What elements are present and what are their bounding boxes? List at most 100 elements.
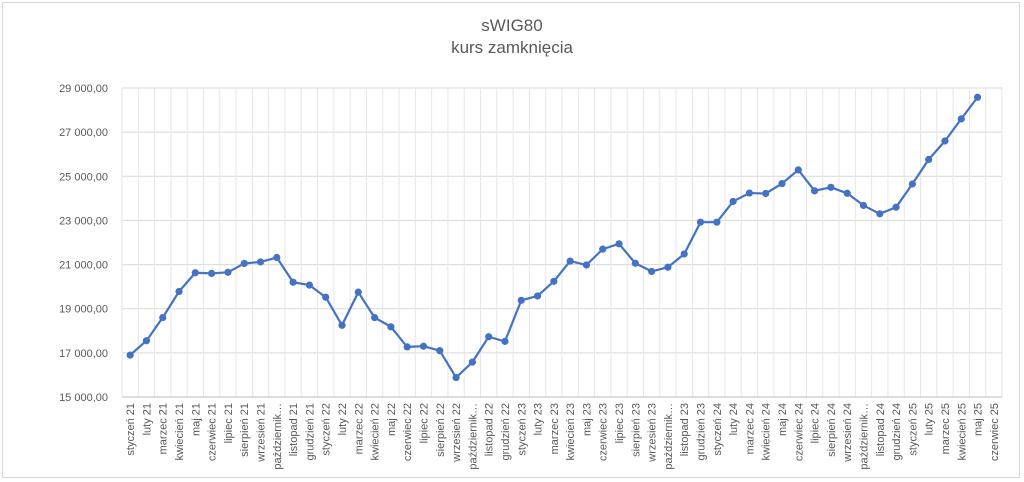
x-tick-label: sierpień 24 [826, 403, 838, 457]
data-point [256, 258, 265, 266]
data-point [322, 293, 330, 301]
x-tick-label: październik… [467, 403, 479, 470]
data-point [550, 277, 558, 285]
series-line [129, 96, 979, 379]
x-tick-label: lipiec 24 [810, 403, 822, 443]
x-tick-label: luty 21 [141, 403, 153, 435]
data-point [729, 197, 737, 206]
y-tick-label: 27 000,00 [59, 127, 108, 139]
x-tick-label: maj 24 [777, 403, 789, 436]
x-tick-label: marzec 22 [353, 403, 365, 454]
data-point [680, 250, 688, 258]
data-point [501, 337, 509, 345]
data-point [354, 288, 362, 296]
y-axis-ticks: 15 000,00 17 000,00 19 000,00 21 000,00 23 0… [59, 83, 108, 404]
x-tick-label: styczeń 24 [712, 403, 724, 456]
x-tick-label: listopad 21 [288, 403, 300, 456]
x-tick-label: czerwiec 25 [989, 403, 1001, 461]
x-tick-label: lipiec 22 [418, 403, 430, 443]
data-point [305, 281, 314, 289]
x-tick-label: listopad 22 [484, 403, 496, 456]
data-point [762, 189, 770, 198]
data-point [664, 263, 672, 271]
x-tick-label: czerwiec 21 [207, 403, 219, 461]
x-tick-label: styczeń 23 [516, 403, 528, 456]
x-tick-label: lipiec 21 [223, 403, 235, 443]
data-point [208, 269, 216, 277]
data-point [485, 333, 493, 341]
chart-title: sWIG80 [481, 16, 543, 35]
data-point [191, 269, 199, 277]
x-axis-ticks: styczeń 21 luty 21 marzec 21 kwiecień 21 maj… [125, 403, 1001, 470]
x-tick-label: kwiecień 25 [956, 403, 968, 460]
data-point [175, 287, 183, 296]
y-tick-label: 23 000,00 [59, 215, 108, 227]
x-tick-label: grudzień 21 [304, 403, 316, 461]
x-tick-label: kwiecień 24 [761, 403, 773, 460]
x-tick-label: grudzień 24 [891, 403, 903, 461]
x-tick-label: marzec 25 [940, 403, 952, 454]
y-tick-label: 15 000,00 [59, 392, 108, 404]
x-tick-label: wrzesień 23 [647, 403, 659, 463]
x-tick-label: kwiecień 22 [370, 403, 382, 460]
data-point [419, 342, 428, 350]
data-point [957, 115, 965, 123]
data-point [159, 313, 167, 322]
x-tick-label: wrzesień 21 [256, 403, 268, 463]
x-tick-label: czerwiec 23 [598, 403, 610, 461]
data-point [126, 351, 134, 359]
chart-subtitle: kurs zamknięcia [451, 38, 573, 57]
x-tick-label: maj 25 [973, 403, 985, 436]
y-tick-label: 19 000,00 [59, 304, 108, 316]
x-tick-label: czerwiec 22 [402, 403, 414, 461]
data-point [566, 257, 574, 265]
x-tick-label: luty 24 [728, 403, 740, 435]
data-point [876, 210, 884, 218]
data-point [778, 179, 786, 188]
x-tick-label: grudzień 23 [696, 403, 708, 461]
x-tick-label: październik… [663, 403, 675, 470]
x-tick-label: wrzesień 22 [451, 403, 463, 463]
x-tick-label: styczeń 21 [125, 403, 137, 456]
x-tick-label: maj 23 [581, 403, 593, 436]
data-point [648, 267, 656, 276]
data-point [533, 292, 542, 300]
data-point [925, 155, 933, 164]
x-tick-label: marzec 24 [744, 403, 756, 454]
data-point [273, 253, 281, 262]
data-point [973, 93, 982, 101]
data-point [370, 313, 379, 322]
data-point [403, 343, 411, 351]
x-tick-label: styczeń 25 [907, 403, 919, 456]
data-point [615, 240, 623, 248]
x-tick-label: grudzień 22 [500, 403, 512, 461]
data-point [696, 218, 705, 226]
x-tick-label: październik… [272, 403, 284, 470]
x-tick-label: marzec 21 [158, 403, 170, 454]
data-point [827, 183, 835, 191]
data-point [599, 245, 607, 253]
data-point [517, 296, 525, 304]
x-tick-label: maj 21 [190, 403, 202, 436]
x-tick-label: luty 22 [337, 403, 349, 435]
gridlines [121, 87, 1003, 397]
x-tick-label: listopad 24 [875, 403, 887, 456]
x-tick-label: październik… [858, 403, 870, 470]
x-tick-label: sierpień 22 [435, 403, 447, 457]
x-tick-label: listopad 23 [679, 403, 691, 456]
x-tick-label: sierpień 21 [239, 403, 251, 457]
y-tick-label: 17 000,00 [59, 348, 108, 360]
data-point [582, 261, 591, 269]
data-point [713, 218, 721, 226]
data-points [126, 93, 982, 382]
data-point [810, 187, 819, 195]
data-point [240, 259, 248, 268]
data-point [338, 321, 346, 329]
x-tick-label: kwiecień 21 [174, 403, 186, 460]
data-point [387, 323, 395, 331]
x-tick-label: lipiec 23 [614, 403, 626, 443]
data-point [436, 347, 444, 355]
x-tick-label: maj 22 [386, 403, 398, 436]
